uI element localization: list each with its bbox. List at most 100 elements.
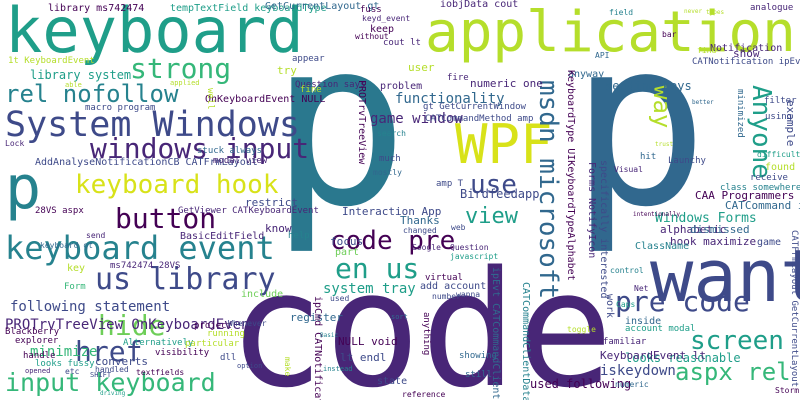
word-class-somewhere: class somewhere	[720, 183, 800, 193]
word-basiceditfield: BasicEditField	[180, 231, 265, 242]
word-much: much	[379, 154, 401, 164]
word-types: types	[706, 9, 725, 16]
word-using: using	[765, 112, 793, 122]
word-sending-keys: sending keys	[605, 79, 692, 93]
word-make: make	[283, 357, 292, 377]
word-use: use	[470, 170, 517, 200]
word-alphabetic: alphabetic	[660, 223, 727, 236]
word-wanna: wanna	[456, 290, 481, 299]
word-add-account: add account	[420, 281, 487, 292]
word-keyd-event: keyd_event	[362, 14, 411, 23]
word-fuss: fuss	[360, 5, 382, 15]
word-applied: applied	[170, 79, 200, 87]
word-functionality: functionality	[395, 91, 505, 107]
word-1t-keyboardevent: 1t KeyboardEvent	[8, 56, 95, 66]
word-modal-view: modal view	[213, 156, 268, 166]
word-code: code	[228, 236, 614, 400]
word-converts: converts	[95, 355, 148, 368]
word-showing: showing	[459, 351, 497, 361]
word-msdn-microsoft: msdn microsoft	[533, 80, 563, 300]
word-dismissed: dismissed	[690, 223, 750, 236]
word-us-library: us library	[95, 262, 276, 297]
word-sort: sort	[391, 313, 408, 321]
word-birdfeedapp: Birdfeedapp	[460, 187, 540, 201]
word-user: user	[408, 61, 435, 74]
word-protrvtreeview-onkeyboardevent: PROTrvTreeView OnKeyboardEvent	[5, 317, 258, 333]
word-still: still	[465, 370, 493, 380]
word-rel-nofollow: rel nofollow	[5, 80, 179, 108]
word-include: include	[241, 289, 284, 300]
word-aspx-rel: aspx rel	[675, 358, 791, 386]
word-send: send	[86, 231, 106, 240]
word-application: application	[425, 0, 796, 65]
word-getcurrentwindow-gt: keyboard gt	[40, 241, 93, 250]
word-etc: etc	[65, 367, 80, 376]
word-screen: screen	[690, 326, 784, 356]
word-register: register	[290, 311, 343, 324]
word-visibility: visibility	[155, 348, 210, 358]
word-familiar: familiar	[603, 337, 647, 347]
word-analogue: analogue	[750, 3, 794, 13]
word-difficulty: difficulty	[757, 150, 800, 159]
word-specifically-interested: specifically interested	[598, 160, 609, 299]
word-handle: handle	[23, 351, 56, 361]
word-changed: changed	[403, 226, 437, 235]
word-field: field	[609, 8, 634, 17]
word-form: Form	[64, 282, 86, 292]
word-well: well	[205, 88, 215, 110]
word-addanalysenotificationcb: AddAnalyseNotificationCB CATFrmLayout	[35, 157, 258, 168]
word-search: search	[377, 129, 406, 138]
word-interaction-app: Interaction App	[342, 205, 442, 218]
word-p-large-2: p	[570, 0, 709, 258]
word-iskeydown: iskeydown	[600, 363, 676, 379]
word-focus: focus	[330, 235, 364, 248]
word-notification: Notification	[710, 43, 783, 54]
word-show: show	[733, 47, 760, 60]
word-hit: hit	[640, 152, 657, 162]
word-gt-getcurrentwindow: gt GetCurrentWindow	[423, 102, 526, 112]
word-work: work	[604, 294, 615, 319]
word-way: way	[648, 85, 676, 129]
word-found: found	[765, 162, 796, 173]
word-game-window: game window	[370, 111, 463, 127]
word-question-says: Question says	[295, 80, 366, 90]
word-minimize: minimize	[30, 344, 98, 360]
word-number: number	[432, 292, 461, 301]
word-system-tray: system tray	[323, 281, 416, 297]
word-used: used	[330, 294, 350, 303]
word-state: state	[377, 376, 408, 387]
word-pre-code: pre code	[615, 285, 750, 318]
word-api: API	[595, 51, 610, 60]
word-macro-program: macro program	[85, 103, 156, 113]
word-try: try	[277, 64, 297, 77]
word-input-keyboard: input keyboard	[5, 368, 216, 397]
word-classname: ClassName	[635, 241, 690, 252]
word-temptextfield-keyboardtype: tempTextField keyboardType	[170, 3, 327, 14]
word-caps: Caps	[616, 300, 636, 309]
word-caa-programmers: CAA Programmers	[695, 189, 795, 202]
word-toggle: toggle	[567, 325, 596, 334]
word-reference: reference	[402, 390, 446, 399]
word-windows-input: windows input	[90, 132, 310, 165]
word-ms742474-28vs: ms742474 28VS	[110, 261, 181, 271]
word-library-system: library system	[30, 68, 132, 82]
word-web: web	[451, 223, 466, 232]
word-lt-endl: lt endl	[340, 351, 387, 364]
word-en-us: en us	[335, 252, 420, 285]
word-lock: Lock	[5, 139, 25, 148]
word-fire: fire	[447, 73, 469, 83]
word-numeric: numeric	[615, 380, 649, 389]
word-launchy: Launchy	[668, 156, 706, 166]
word-appear: appear	[292, 54, 325, 64]
word-looks-fussy: looks fussy	[35, 359, 95, 369]
word-getcurrentlayout-gt: GetCurrentLayout gt	[265, 1, 380, 12]
word-null-void: NULL void	[338, 335, 398, 348]
word-storm: Storm	[775, 386, 800, 395]
word-wpf: WPF	[455, 113, 553, 176]
word-iobjdata-cout: iobjData cout	[440, 0, 519, 10]
word-catcommand-ipcmd: CATCommand ipCmd	[725, 199, 800, 212]
word-protrvtreeview: PROTrvTreeView	[356, 80, 367, 165]
word-textfields: textfields	[136, 368, 185, 377]
word-running: running	[207, 329, 245, 339]
